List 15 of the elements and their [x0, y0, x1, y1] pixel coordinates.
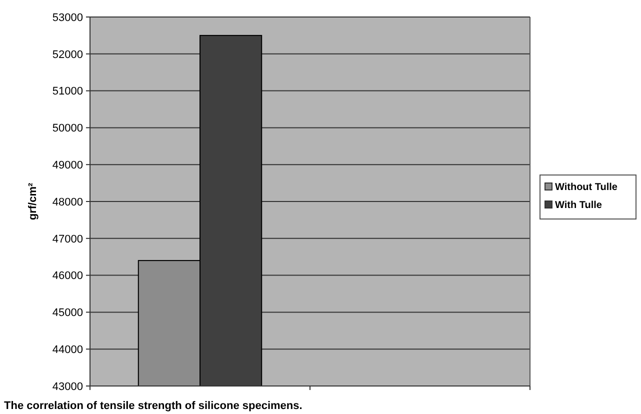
legend-label: Without Tulle	[555, 182, 618, 193]
y-tick-label: 47000	[52, 233, 83, 246]
y-axis-title: grf/cm²	[27, 182, 39, 220]
y-tick-label: 49000	[52, 159, 83, 172]
y-tick-label: 52000	[52, 48, 83, 61]
y-tick-label: 51000	[52, 86, 83, 98]
y-tick-label: 44000	[52, 344, 83, 356]
y-tick-label: 48000	[52, 196, 83, 208]
y-tick-label: 43000	[52, 380, 83, 393]
y-tick-label: 46000	[52, 270, 83, 282]
y-tick-label: 45000	[52, 307, 83, 320]
legend-label: With Tulle	[555, 200, 602, 211]
y-tick-label: 53000	[52, 12, 83, 24]
x-axis-title: The correlation of tensile strength of silicone specimens.	[4, 400, 302, 412]
y-tick-label: 50000	[52, 122, 83, 135]
